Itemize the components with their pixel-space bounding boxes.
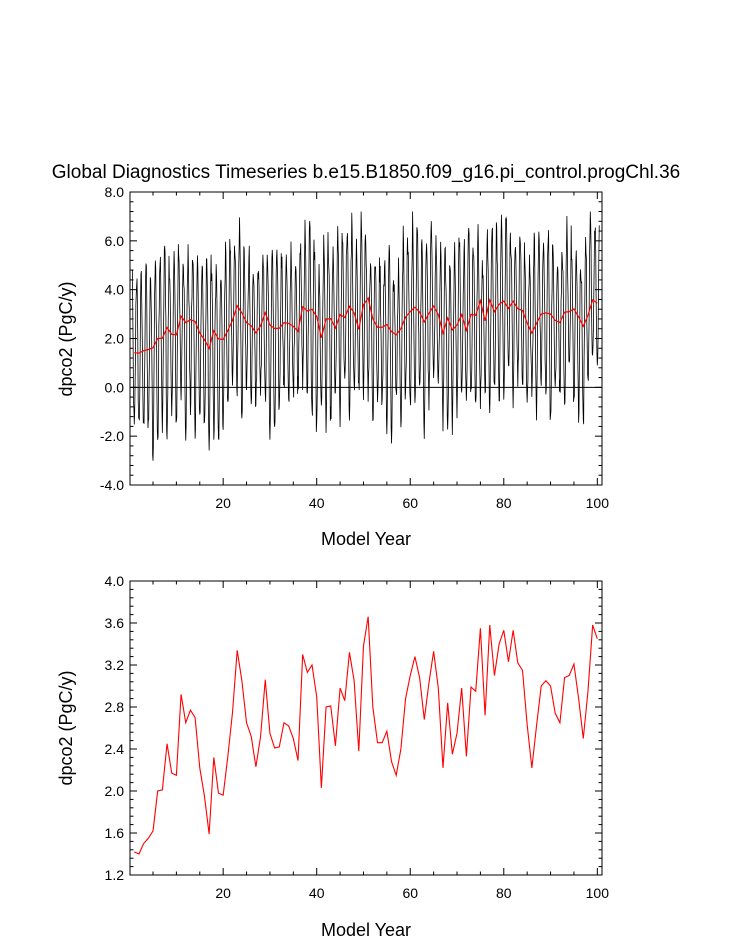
x-tick-label: 60 — [402, 885, 418, 901]
y-tick-label: 1.2 — [105, 867, 125, 883]
x-tick-label: 80 — [496, 885, 512, 901]
chart-title: Global Diagnostics Timeseries b.e15.B185… — [52, 162, 680, 183]
y-tick-label: 2.8 — [105, 699, 125, 715]
y-tick-label: 3.2 — [105, 657, 125, 673]
y-tick-label: 1.6 — [105, 825, 125, 841]
annual-series-line — [134, 616, 598, 855]
top-y-axis-label: dpco2 (PgC/y) — [56, 281, 76, 396]
x-tick-label: 100 — [586, 495, 610, 511]
y-tick-label: -4.0 — [100, 477, 124, 493]
y-tick-label: 2.0 — [105, 783, 125, 799]
x-tick-label: 40 — [309, 885, 325, 901]
y-tick-label: 4.0 — [105, 573, 125, 589]
y-tick-label: 8.0 — [105, 184, 125, 200]
x-tick-label: 20 — [215, 885, 231, 901]
bottom-chart-panel: 1.2 1.6 2.0 2.4 2.8 3.2 3.6 4.0 20 40 60 80 100 — [105, 573, 610, 901]
x-tick-label: 40 — [309, 495, 325, 511]
x-tick-label: 100 — [586, 885, 610, 901]
annual-mean-series-line — [134, 296, 598, 354]
y-tick-label: 2.4 — [105, 741, 125, 757]
bottom-plot-frame — [129, 580, 603, 876]
y-tick-label: 0.0 — [105, 379, 125, 395]
y-tick-label: 4.0 — [105, 282, 125, 298]
y-tick-label: -2.0 — [100, 428, 124, 444]
bottom-x-axis-label: Model Year — [321, 920, 411, 940]
top-plot-frame — [129, 191, 603, 486]
y-tick-label: 2.0 — [105, 331, 125, 347]
bottom-y-axis-label: dpco2 (PgC/y) — [56, 670, 76, 785]
x-tick-label: 20 — [215, 495, 231, 511]
top-x-axis-label: Model Year — [321, 529, 411, 549]
y-tick-label: 6.0 — [105, 233, 125, 249]
x-tick-label: 80 — [496, 495, 512, 511]
top-chart-panel: -4.0 -2.0 0.0 2.0 4.0 6.0 8.0 20 40 60 80 100 — [100, 184, 609, 511]
monthly-series-line — [131, 211, 600, 461]
x-tick-label: 60 — [402, 495, 418, 511]
y-tick-label: 3.6 — [105, 615, 125, 631]
